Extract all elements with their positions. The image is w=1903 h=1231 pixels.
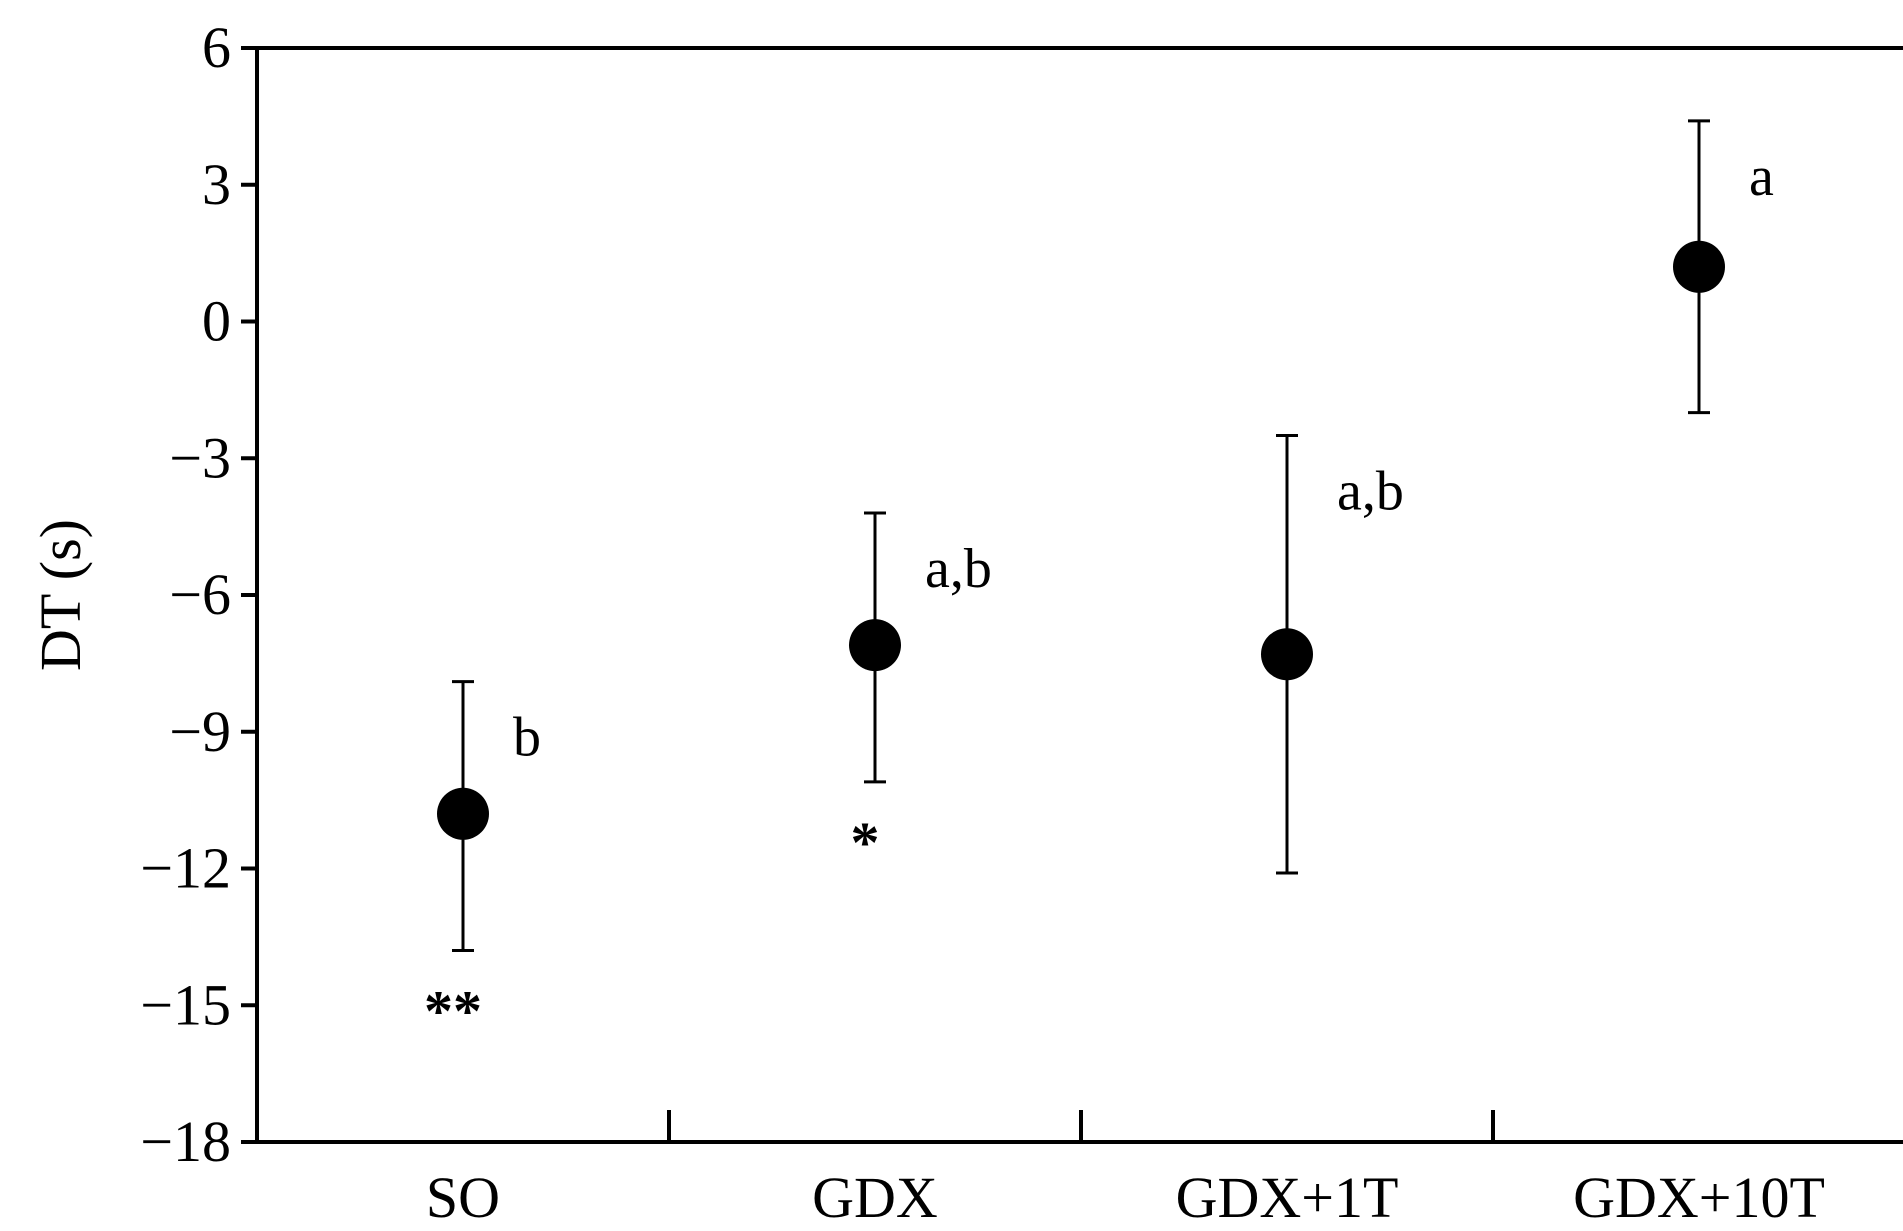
y-tick-label: 6: [202, 15, 231, 80]
x-category-label: SO: [426, 1165, 500, 1230]
y-tick-label: −6: [169, 562, 231, 627]
y-axis-label: DT (s): [28, 519, 93, 671]
group-letter-label: a,b: [925, 538, 992, 600]
y-tick-label: 3: [202, 152, 231, 217]
significance-stars: **: [424, 979, 482, 1044]
significance-stars: *: [851, 810, 880, 875]
data-point-group: b **: [424, 680, 541, 1044]
group-letter-label: a,b: [1337, 460, 1404, 522]
mean-marker: [437, 787, 489, 840]
y-axis-ticks: 6 3 0 −3 −6 −9 −12 −15 −18: [140, 15, 257, 1174]
plot-frame: [255, 46, 1903, 1144]
mean-marker: [1673, 240, 1725, 293]
x-axis-ticks: SO GDX GDX+1T GDX+10T: [426, 1110, 1825, 1230]
data-point-group: a,b *: [849, 511, 992, 875]
x-category-label: GDX+1T: [1176, 1165, 1399, 1230]
group-letter-label: b: [513, 707, 541, 769]
mean-marker: [849, 619, 901, 672]
y-tick-label: −9: [169, 699, 231, 764]
group-letter-label: a: [1749, 146, 1774, 208]
y-tick-label: −15: [140, 972, 231, 1037]
x-category-label: GDX+10T: [1573, 1165, 1825, 1230]
data-point-group: a,b: [1261, 433, 1404, 875]
data-point-group: a: [1673, 119, 1774, 415]
x-category-label: GDX: [812, 1165, 938, 1230]
mean-marker: [1261, 628, 1313, 681]
y-tick-label: 0: [202, 289, 231, 354]
y-tick-label: −3: [169, 425, 231, 490]
data-points: b ** a,b * a,b a: [424, 119, 1774, 1044]
y-tick-label: −18: [140, 1109, 231, 1174]
y-tick-label: −12: [140, 836, 231, 901]
